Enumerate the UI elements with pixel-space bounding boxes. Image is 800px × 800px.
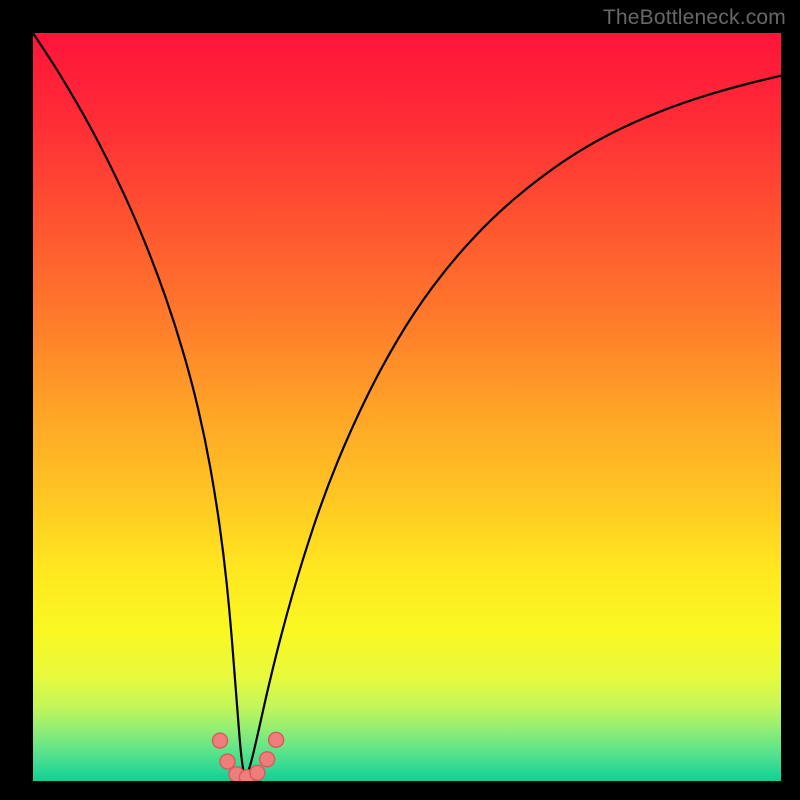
dip-marker bbox=[220, 754, 235, 769]
dip-marker bbox=[269, 732, 284, 747]
dip-marker bbox=[260, 752, 275, 767]
dip-marker bbox=[250, 765, 265, 780]
plot-svg bbox=[33, 33, 781, 781]
gradient-background bbox=[33, 33, 781, 781]
dip-marker bbox=[213, 733, 228, 748]
watermark-text: TheBottleneck.com bbox=[603, 6, 786, 30]
chart-container: TheBottleneck.com bbox=[0, 0, 800, 800]
plot-area bbox=[33, 33, 781, 781]
